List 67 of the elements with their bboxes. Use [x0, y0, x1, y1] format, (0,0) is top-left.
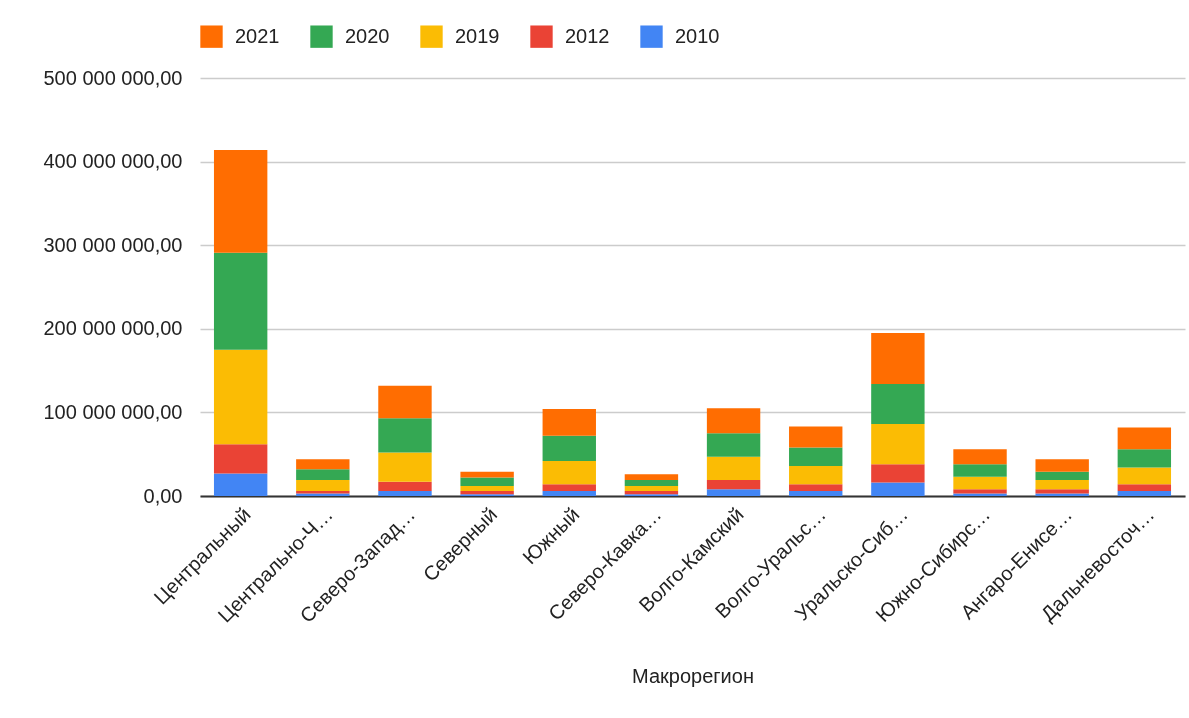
bar — [624, 485, 679, 491]
bar — [296, 459, 350, 470]
bar — [542, 490, 596, 496]
bar — [213, 252, 268, 350]
bar — [296, 469, 350, 481]
bar — [706, 456, 761, 481]
bar — [1035, 489, 1089, 494]
x-axis-title: Макрорегион — [632, 664, 754, 687]
bar — [213, 349, 268, 445]
bar — [460, 471, 514, 478]
y-tick-label: 0,00 — [143, 484, 183, 507]
bar — [460, 477, 514, 486]
legend-label: 2010 — [675, 24, 720, 47]
bar — [1117, 449, 1172, 468]
bar — [213, 444, 268, 474]
y-tick-label: 200 000 000,00 — [43, 317, 183, 340]
bar — [789, 490, 843, 496]
y-tick-label: 500 000 000,00 — [43, 66, 183, 89]
legend-label: 2012 — [565, 24, 610, 47]
bar — [460, 485, 514, 491]
y-tick-label: 100 000 000,00 — [43, 400, 183, 423]
bar — [460, 490, 514, 495]
bar — [871, 383, 925, 425]
bar — [706, 433, 761, 457]
bar — [1117, 427, 1172, 450]
bar — [706, 489, 761, 496]
legend-label: 2021 — [235, 24, 280, 47]
bar — [378, 385, 432, 419]
bar — [1117, 467, 1172, 485]
bar — [953, 449, 1007, 465]
bar — [1117, 484, 1172, 491]
bar — [624, 480, 679, 486]
bar — [542, 460, 596, 485]
bar — [871, 482, 925, 496]
bar — [953, 476, 1007, 490]
bar — [378, 481, 432, 491]
bar — [213, 149, 268, 253]
y-tick-label: 300 000 000,00 — [43, 233, 183, 256]
bar — [789, 447, 843, 466]
y-tick-label: 400 000 000,00 — [43, 150, 183, 173]
bar — [706, 480, 761, 490]
bar — [213, 473, 268, 496]
bar — [1035, 459, 1089, 472]
bar — [1035, 480, 1089, 490]
bar — [542, 484, 596, 491]
legend-label: 2019 — [455, 24, 500, 47]
bar — [624, 474, 679, 481]
bar — [378, 452, 432, 482]
bar — [378, 418, 432, 453]
legend-label: 2020 — [345, 24, 390, 47]
bar — [953, 464, 1007, 477]
bar — [378, 490, 432, 496]
bar — [1035, 493, 1089, 496]
bar — [871, 332, 925, 384]
bar — [296, 480, 350, 491]
bar — [789, 426, 843, 448]
bar — [953, 493, 1007, 496]
bar — [789, 465, 843, 485]
bar — [953, 489, 1007, 494]
bar — [789, 484, 843, 491]
bar — [1035, 471, 1089, 481]
bar — [871, 424, 925, 465]
bar — [542, 409, 596, 436]
bar — [706, 408, 761, 434]
bar — [871, 464, 925, 483]
bar — [1117, 490, 1172, 496]
bar — [542, 435, 596, 461]
